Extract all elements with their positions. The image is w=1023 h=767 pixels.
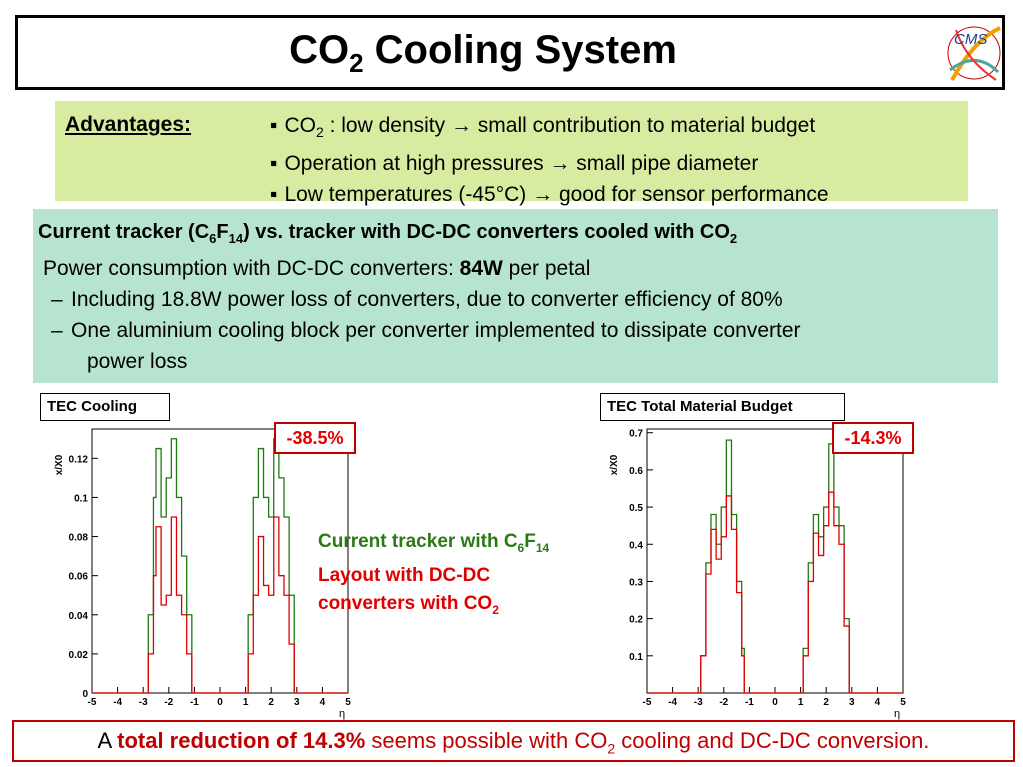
x-tick-label: 2 — [823, 697, 829, 708]
comparison-heading: Current tracker (C6F14) vs. tracker with… — [38, 221, 738, 246]
chart-tec-material-budget: 0.1 0.2 0.3 0.4 0.5 0.6 0.7 -5 -4 -3 -2 -1 0 1 2 3 4 5 x/X… — [609, 428, 906, 720]
series-line-1 — [647, 491, 903, 694]
list-item-continuation: power loss — [87, 350, 188, 373]
x-tick-label: 3 — [849, 697, 855, 708]
y-tick-label: 0.3 — [629, 577, 643, 588]
y-axis-label: x/X0 — [54, 454, 65, 475]
y-axis-label: x/X0 — [609, 454, 620, 475]
y-tick-label: 0.04 — [69, 611, 89, 622]
y-tick-label: 0.12 — [69, 454, 89, 465]
legend-current-tracker: Current tracker with C6F14 — [318, 531, 550, 555]
x-tick-label: 0 — [772, 697, 778, 708]
x-tick-label: 5 — [900, 697, 906, 708]
y-tick-label: 0.2 — [629, 615, 643, 626]
y-tick-label: 0.06 — [69, 572, 89, 583]
advantages-list: CO2 : low density → small contribution t… — [270, 110, 829, 210]
x-axis-label: η — [339, 708, 345, 720]
y-tick-label: 0 — [82, 689, 88, 700]
x-tick-label: -4 — [113, 697, 122, 708]
y-tick-label: 0.7 — [629, 429, 643, 440]
reduction-badge-material: -14.3% — [832, 422, 914, 454]
list-item: – One aluminium cooling block per convert… — [51, 319, 801, 342]
y-tick-label: 0.1 — [629, 652, 643, 663]
x-tick-label: 1 — [243, 697, 249, 708]
y-tick-label: 0.4 — [629, 540, 643, 551]
x-tick-label: -1 — [190, 697, 199, 708]
x-tick-label: -5 — [88, 697, 97, 708]
plot-frame — [91, 428, 349, 694]
advantages-box: Advantages: CO2 : low density → small co… — [55, 101, 968, 206]
plot-frame — [646, 428, 904, 694]
list-item: – Including 18.8W power loss of converter… — [51, 288, 783, 311]
x-tick-label: 3 — [294, 697, 300, 708]
legend-dcdc-line2: converters with CO2 — [318, 592, 499, 617]
conclusion-box: A total reduction of 14.3% seems possibl… — [12, 720, 1015, 762]
y-tick-label: 0.6 — [629, 466, 643, 477]
x-tick-label: 5 — [345, 697, 351, 708]
list-item: CO2 : low density → small contribution t… — [270, 110, 829, 148]
list-item: Operation at high pressures → small pipe… — [270, 148, 829, 179]
legend-dcdc-line1: Layout with DC-DC — [318, 564, 491, 586]
title-box: CO2 Cooling System CMS — [15, 15, 1005, 90]
y-tick-label: 0.02 — [69, 650, 89, 661]
x-tick-label: 0 — [217, 697, 223, 708]
series-line-1 — [92, 516, 348, 694]
chart-legend: Current tracker with C6F14 Layout with D… — [318, 528, 549, 624]
chart-title-tec-cooling: TEC Cooling — [40, 393, 170, 421]
x-tick-label: 1 — [798, 697, 804, 708]
x-tick-label: -5 — [643, 697, 652, 708]
x-tick-label: -2 — [719, 697, 728, 708]
x-axis-label: η — [894, 708, 900, 720]
comparison-body: Power consumption with DC-DC converters:… — [43, 253, 801, 377]
x-tick-label: -4 — [668, 697, 677, 708]
advantages-label: Advantages: — [65, 113, 192, 136]
y-tick-label: 0.5 — [629, 503, 643, 514]
x-tick-label: -1 — [745, 697, 754, 708]
x-tick-label: 4 — [875, 697, 881, 708]
chart-tec-cooling: 0 0.02 0.04 0.06 0.08 0.1 0.12 -5 -4 -3 -2 -1 0 1 2 3 4 5… — [54, 428, 351, 720]
svg-text:CMS: CMS — [954, 31, 987, 48]
y-tick-label: 0.1 — [74, 493, 88, 504]
x-tick-label: -3 — [694, 697, 703, 708]
x-tick-label: -2 — [164, 697, 173, 708]
page-title: CO2 Cooling System — [289, 28, 677, 78]
list-item: Low temperatures (-45°C) → good for sens… — [270, 179, 828, 210]
reduction-badge-cooling: -38.5% — [274, 422, 356, 454]
power-consumption-line: Power consumption with DC-DC converters:… — [43, 257, 591, 280]
comparison-box: Current tracker (C6F14) vs. tracker with… — [33, 209, 998, 383]
x-tick-label: -3 — [139, 697, 148, 708]
chart-title-tec-material-budget: TEC Total Material Budget — [600, 393, 845, 421]
cms-logo-icon: CMS — [946, 20, 1002, 86]
y-tick-label: 0.08 — [69, 533, 89, 544]
x-tick-label: 4 — [320, 697, 326, 708]
x-tick-label: 2 — [268, 697, 274, 708]
